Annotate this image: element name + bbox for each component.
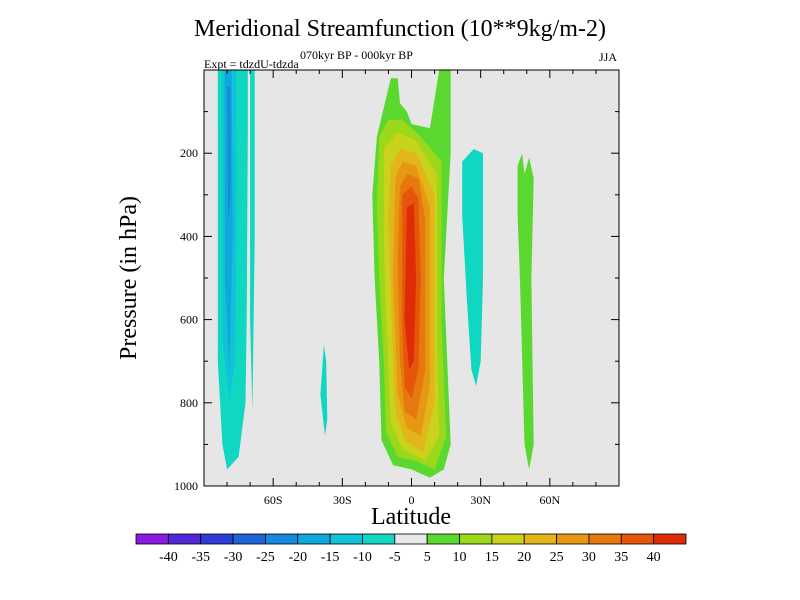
colorbar-swatch [362, 533, 396, 545]
colorbar-label: -15 [321, 550, 340, 565]
colorbar-label: 15 [485, 550, 499, 565]
y-tick-label: 1000 [174, 479, 198, 493]
x-axis-label: Latitude [371, 504, 451, 530]
colorbar-label: 5 [424, 550, 431, 565]
contour-neg-south-spot [320, 344, 328, 437]
colorbar-swatch [523, 533, 557, 545]
colorbar-swatch [459, 533, 493, 545]
season-label: JJA [598, 50, 617, 64]
x-tick-label: 60N [539, 493, 560, 507]
x-tick-label: 0 [409, 493, 415, 507]
y-tick-label: 600 [180, 313, 198, 327]
y-tick-label: 400 [180, 229, 198, 243]
colorbar-swatch [556, 533, 590, 545]
x-tick-label: 30N [470, 493, 491, 507]
colorbar-label: 40 [647, 550, 661, 565]
colorbar-swatch [200, 533, 234, 545]
colorbar-swatch [491, 533, 525, 545]
colorbar-swatch [588, 533, 622, 545]
colorbar-swatch [426, 533, 460, 545]
colorbar-label: 30 [582, 550, 596, 565]
colorbar-swatch [167, 533, 202, 545]
colorbar-swatch [232, 533, 266, 545]
colorbar-label: -35 [191, 550, 210, 565]
colorbar-label: 35 [614, 550, 628, 565]
colorbar-swatch [329, 533, 363, 545]
colorbar-swatch [653, 533, 687, 545]
colorbar-label: -40 [159, 550, 178, 565]
colorbar-swatch [620, 533, 655, 545]
colorbar-swatch [394, 533, 428, 545]
y-tick-label: 200 [180, 146, 198, 160]
x-tick-label: 60S [264, 493, 283, 507]
contour-neg-south-edge [250, 70, 255, 412]
contour-neg-south-3 [227, 86, 231, 220]
colorbar-swatch [265, 533, 299, 545]
y-tick-label: 800 [180, 396, 198, 410]
x-tick-label: 30S [333, 493, 352, 507]
colorbar-label: -20 [288, 550, 307, 565]
contour-pos-north-top [439, 70, 449, 154]
colorbar-label: -25 [256, 550, 275, 565]
colorbar-swatch [135, 533, 169, 545]
contour-neg-north [462, 149, 483, 387]
colorbar-label: 10 [453, 550, 467, 565]
colorbar-swatch [297, 533, 331, 545]
chart-title: Meridional Streamfunction (10**9kg/m-2) [194, 16, 606, 42]
colorbar-label: 20 [517, 550, 531, 565]
contour-pos-north-2 [517, 153, 534, 470]
contour-neg-south-2 [224, 70, 233, 370]
colorbar: -40 -35 -30 -25 -20 -15 -10 -5 5 10 15 20 25 30 35 40 [135, 533, 687, 565]
experiment-label: Expt = tdzdU-tdzda [204, 57, 299, 71]
colorbar-label: -30 [224, 550, 243, 565]
y-axis-label: Pressure (in hPa) [116, 196, 142, 360]
chart-subtitle: 070kyr BP - 000kyr BP [300, 48, 413, 62]
colorbar-label: -10 [353, 550, 372, 565]
colorbar-label: -5 [389, 550, 401, 565]
colorbar-label: 25 [550, 550, 564, 565]
contour-pos-40 [404, 203, 417, 370]
